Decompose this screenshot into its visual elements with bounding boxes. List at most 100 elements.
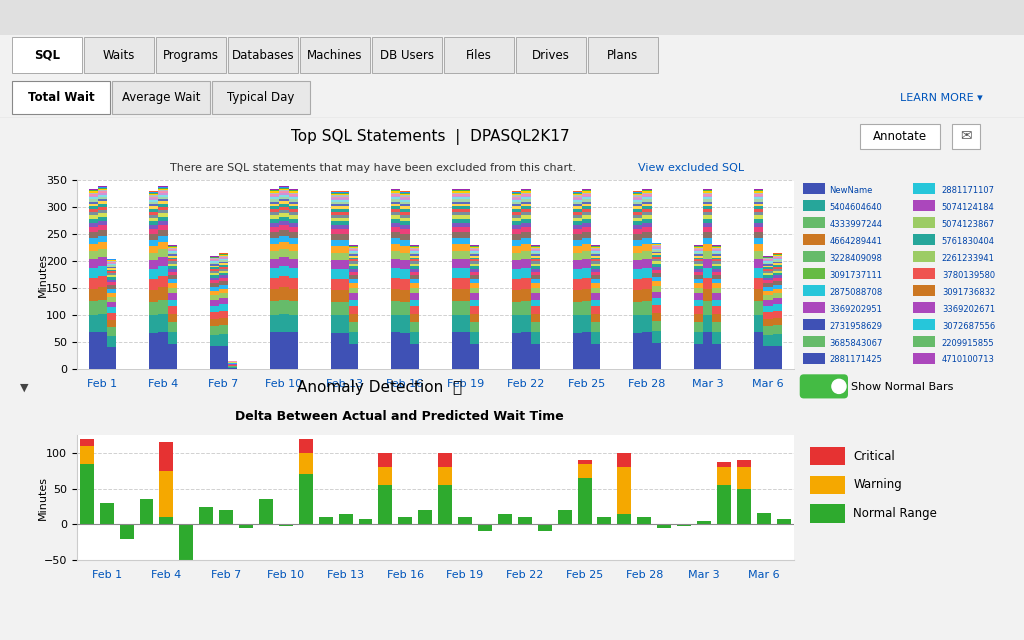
Bar xyxy=(521,289,530,301)
Bar xyxy=(530,247,540,248)
Bar xyxy=(763,266,772,268)
Bar xyxy=(657,524,671,528)
Bar xyxy=(168,322,177,332)
Bar xyxy=(521,193,530,194)
Bar xyxy=(642,199,651,202)
Bar xyxy=(591,252,600,253)
Bar xyxy=(270,202,280,204)
Bar xyxy=(289,314,298,332)
Bar xyxy=(289,199,298,202)
Bar xyxy=(289,238,298,244)
Bar xyxy=(159,266,168,276)
Bar xyxy=(108,347,117,369)
Text: VM CONFIG: VM CONFIG xyxy=(818,13,881,23)
Bar xyxy=(693,252,702,253)
Bar xyxy=(772,282,781,285)
Bar xyxy=(633,301,642,316)
Bar xyxy=(642,191,651,193)
Bar xyxy=(642,194,651,196)
Bar xyxy=(391,189,400,190)
Bar xyxy=(754,202,763,204)
Bar xyxy=(591,269,600,272)
Bar xyxy=(210,326,219,335)
Bar xyxy=(712,253,721,254)
Bar xyxy=(349,300,358,307)
Bar xyxy=(12,37,82,73)
Bar xyxy=(651,264,660,267)
Bar xyxy=(228,37,298,73)
Bar xyxy=(89,207,98,209)
Text: Critical: Critical xyxy=(853,449,895,463)
Bar xyxy=(461,209,470,212)
Bar xyxy=(331,316,340,333)
Bar xyxy=(578,460,592,464)
Bar xyxy=(150,196,159,198)
Bar xyxy=(591,275,600,279)
Bar xyxy=(461,191,470,193)
Bar xyxy=(210,287,219,291)
Bar xyxy=(98,266,108,276)
Bar xyxy=(754,278,763,289)
Bar xyxy=(289,289,298,301)
Bar xyxy=(772,269,781,271)
Bar xyxy=(512,240,521,246)
Bar xyxy=(108,280,117,282)
Bar xyxy=(331,246,340,253)
Bar xyxy=(280,257,289,266)
Bar xyxy=(642,301,651,314)
Bar xyxy=(470,300,479,307)
Bar xyxy=(521,207,530,209)
Bar xyxy=(98,188,108,189)
Bar xyxy=(349,283,358,288)
Bar xyxy=(633,279,642,290)
Bar xyxy=(470,266,479,269)
Bar xyxy=(410,314,419,322)
Bar xyxy=(512,301,521,316)
Bar xyxy=(772,267,781,269)
Bar xyxy=(763,278,772,280)
Bar xyxy=(30,6,110,30)
Bar xyxy=(754,238,763,244)
Bar xyxy=(803,251,825,262)
Bar xyxy=(98,199,108,202)
Bar xyxy=(582,314,591,332)
Text: 3369202951: 3369202951 xyxy=(829,305,883,314)
Bar xyxy=(772,304,781,310)
Bar xyxy=(693,269,702,272)
Bar xyxy=(349,256,358,257)
Bar xyxy=(210,259,219,260)
Bar xyxy=(179,524,194,567)
Bar xyxy=(270,194,280,196)
Bar xyxy=(754,223,763,227)
Bar xyxy=(400,225,410,230)
Bar xyxy=(772,275,781,278)
Bar xyxy=(150,279,159,290)
Bar xyxy=(452,190,461,191)
Bar xyxy=(168,314,177,322)
Bar xyxy=(289,204,298,207)
Bar xyxy=(270,289,280,301)
Text: 3369202671: 3369202671 xyxy=(942,305,995,314)
Bar xyxy=(521,191,530,193)
Bar xyxy=(210,280,219,284)
Bar xyxy=(280,221,289,225)
Bar xyxy=(712,262,721,264)
Bar xyxy=(289,216,298,219)
Bar xyxy=(219,510,233,524)
Bar xyxy=(168,332,177,344)
Bar xyxy=(410,279,419,283)
Bar xyxy=(280,196,289,199)
Bar xyxy=(470,248,479,249)
Bar xyxy=(521,232,530,238)
Bar xyxy=(150,269,159,279)
Bar xyxy=(712,254,721,256)
Bar xyxy=(530,307,540,314)
Bar xyxy=(913,301,935,312)
Bar xyxy=(582,301,591,314)
Bar xyxy=(754,314,763,332)
Bar xyxy=(521,238,530,244)
Bar xyxy=(633,200,642,202)
Bar xyxy=(280,242,289,249)
Bar xyxy=(702,244,712,251)
Bar xyxy=(150,200,159,202)
